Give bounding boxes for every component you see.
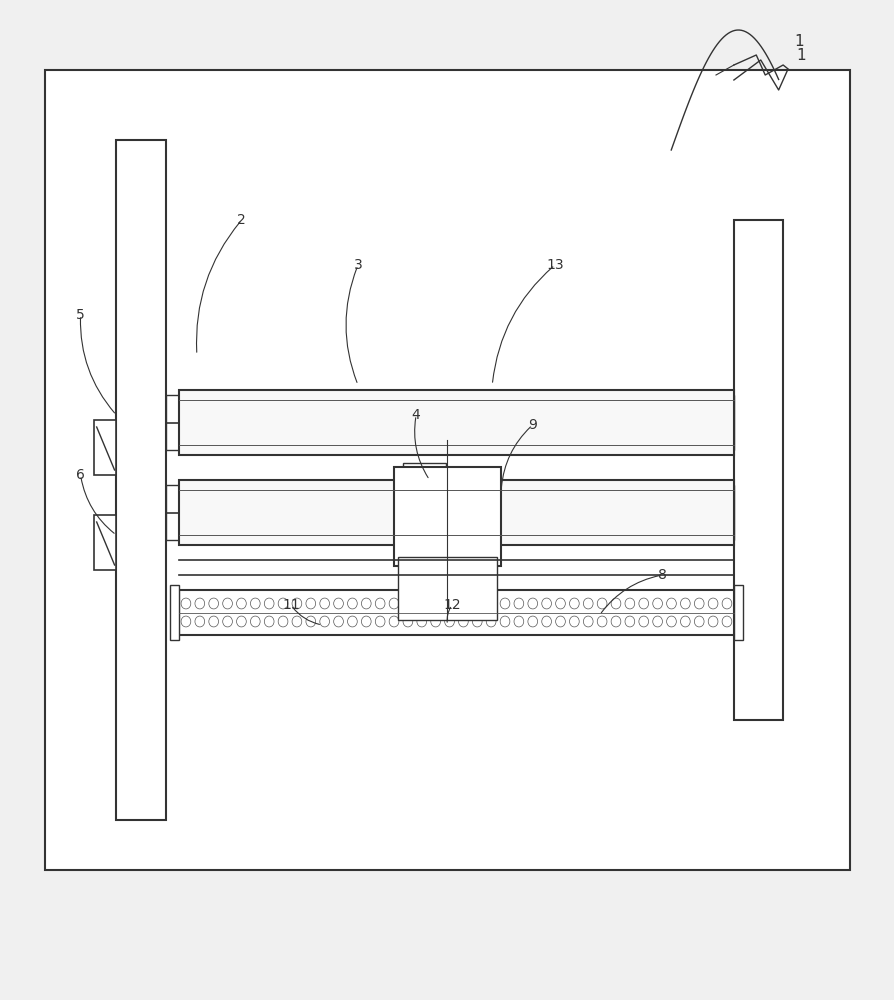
Bar	[170, 585, 179, 640]
Text: 8: 8	[657, 568, 666, 582]
Text: 12: 12	[443, 598, 460, 612]
Bar	[45, 70, 849, 870]
Bar	[393, 467, 501, 566]
Bar	[116, 140, 165, 820]
Text: 4: 4	[411, 408, 420, 422]
Bar	[733, 585, 742, 640]
Bar	[165, 395, 183, 450]
Text: 2: 2	[237, 213, 246, 227]
Bar	[733, 220, 782, 720]
Bar	[402, 463, 445, 490]
Bar	[179, 480, 733, 545]
Bar	[398, 557, 496, 620]
Bar	[179, 390, 733, 455]
Bar	[715, 395, 733, 450]
Text: 9: 9	[527, 418, 536, 432]
Text: 3: 3	[353, 258, 362, 272]
Text: 11: 11	[282, 598, 299, 612]
Text: 13: 13	[545, 258, 563, 272]
Text: 6: 6	[76, 468, 85, 482]
Text: 1: 1	[796, 47, 805, 62]
Bar	[94, 515, 116, 570]
Bar	[179, 590, 733, 635]
Bar	[94, 420, 116, 475]
Text: 5: 5	[76, 308, 85, 322]
Bar	[165, 485, 183, 540]
Bar	[715, 485, 733, 540]
Text: 1: 1	[794, 34, 803, 49]
